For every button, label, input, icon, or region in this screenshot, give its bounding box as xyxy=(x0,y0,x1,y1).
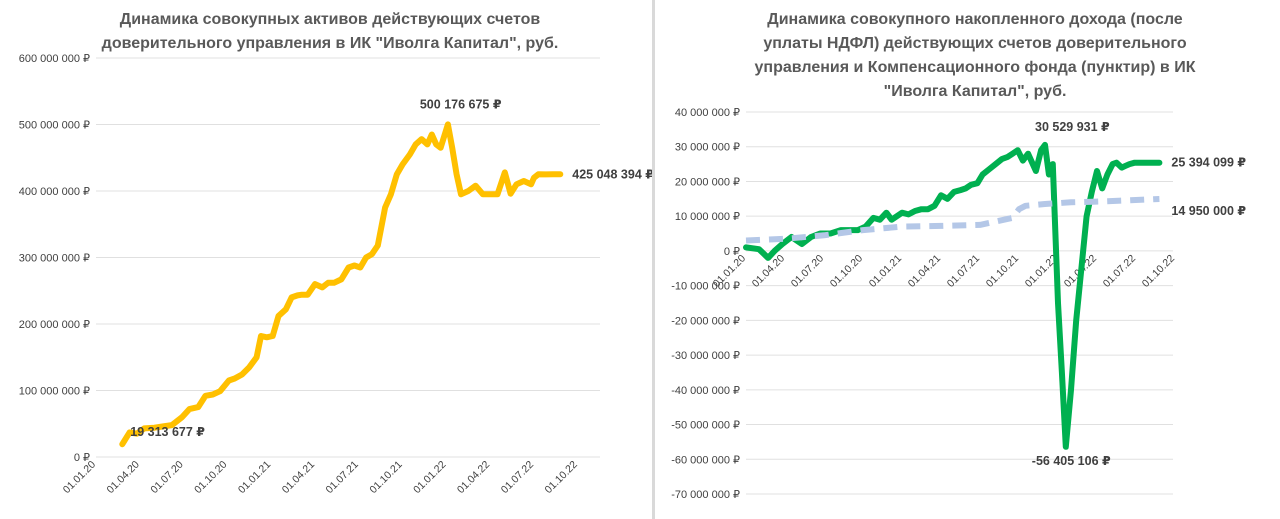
income-data-label: 30 529 931 ₽ xyxy=(1035,120,1110,134)
assets-y-tick-label: 300 000 000 ₽ xyxy=(19,253,90,265)
income-y-tick-label: -30 000 000 ₽ xyxy=(671,350,740,362)
assets-chart-title: Динамика совокупных активов действующих … xyxy=(60,8,600,56)
assets-x-tick-label: 01.10.22 xyxy=(543,459,580,496)
income-data-label: -56 405 106 ₽ xyxy=(1032,454,1111,468)
income-y-tick-label: 40 000 000 ₽ xyxy=(675,107,740,119)
assets-x-tick-label: 01.07.20 xyxy=(148,459,185,496)
income-y-tick-label: -50 000 000 ₽ xyxy=(671,420,740,432)
income-chart-title-line: уплаты НДФЛ) действующих счетов доверите… xyxy=(763,35,1187,52)
income-series-line xyxy=(743,141,1163,450)
assets-x-tick-label: 01.04.21 xyxy=(280,459,317,496)
income-chart-title: Динамика совокупного накопленного дохода… xyxy=(695,8,1255,104)
assets-x-tick-label: 01.07.21 xyxy=(324,459,361,496)
income-y-tick-label: -20 000 000 ₽ xyxy=(671,315,740,327)
assets-y-tick-label: 400 000 000 ₽ xyxy=(19,186,90,198)
income-line-chart: -70 000 000 ₽ -60 000 000 ₽ -50 000 000 ₽ -… xyxy=(671,107,1246,501)
assets-series-line xyxy=(119,121,564,448)
income-chart-title-line: "Иволга Капитал", руб. xyxy=(883,83,1067,100)
income-data-label: 25 394 099 ₽ xyxy=(1171,156,1246,170)
income-x-tick-label: 01.01.21 xyxy=(867,252,904,289)
income-x-tick-label: 01.10.22 xyxy=(1140,252,1177,289)
assets-line-chart: 0 ₽ 100 000 000 ₽ 200 000 000 ₽ 300 000 000… xyxy=(19,53,652,496)
income-y-tick-label: -60 000 000 ₽ xyxy=(671,454,740,466)
income-y-tick-label: 10 000 000 ₽ xyxy=(675,211,740,223)
assets-x-tick-label: 01.10.20 xyxy=(192,459,229,496)
income-y-tick-label: 20 000 000 ₽ xyxy=(675,176,740,188)
assets-y-tick-label: 200 000 000 ₽ xyxy=(19,319,90,331)
panel-divider xyxy=(652,0,655,519)
income-chart-title-line: управления и Компенсационного фонда (пун… xyxy=(754,59,1196,76)
assets-chart-title-line: Динамика совокупных активов действующих … xyxy=(119,11,541,28)
assets-y-tick-label: 600 000 000 ₽ xyxy=(19,53,90,65)
assets-y-tick-label: 500 000 000 ₽ xyxy=(19,120,90,132)
income-y-tick-label: -40 000 000 ₽ xyxy=(671,385,740,397)
assets-x-tick-label: 01.10.21 xyxy=(367,459,404,496)
income-chart-panel: Динамика совокупного накопленного дохода… xyxy=(655,0,1280,519)
income-data-label: 14 950 000 ₽ xyxy=(1171,204,1246,218)
income-y-tick-label: 30 000 000 ₽ xyxy=(675,142,740,154)
assets-x-tick-label: 01.07.22 xyxy=(499,459,536,496)
assets-chart-title-line: доверительного управления в ИК "Иволга К… xyxy=(101,35,559,52)
assets-y-tick-label: 0 ₽ xyxy=(74,452,90,464)
assets-x-tick-label: 01.04.22 xyxy=(455,459,492,496)
income-chart-title-line: Динамика совокупного накопленного дохода… xyxy=(767,11,1183,28)
assets-y-tick-label: 100 000 000 ₽ xyxy=(19,386,90,398)
assets-data-label: 19 313 677 ₽ xyxy=(130,425,205,439)
income-x-tick-label: 01.07.22 xyxy=(1101,252,1138,289)
income-x-tick-label: 01.10.20 xyxy=(828,252,865,289)
income-x-tick-label: 01.07.21 xyxy=(945,252,982,289)
income-x-tick-label: 01.10.21 xyxy=(984,252,1021,289)
assets-x-tick-label: 01.01.20 xyxy=(61,459,98,496)
assets-chart-panel: Динамика совокупных активов действующих … xyxy=(18,8,652,497)
assets-data-label: 500 176 675 ₽ xyxy=(420,97,502,111)
income-y-tick-label: -10 000 000 ₽ xyxy=(671,281,740,293)
income-x-tick-label: 01.04.21 xyxy=(906,252,943,289)
income-y-tick-label: 0 ₽ xyxy=(724,246,740,258)
assets-x-tick-label: 01.01.22 xyxy=(411,459,448,496)
assets-data-label: 425 048 394 ₽ xyxy=(572,167,652,181)
income-y-tick-label: -70 000 000 ₽ xyxy=(671,489,740,501)
assets-x-tick-label: 01.04.20 xyxy=(105,459,142,496)
income-x-tick-label: 01.07.20 xyxy=(789,252,826,289)
assets-x-tick-label: 01.01.21 xyxy=(236,459,273,496)
income-dashed-series-line xyxy=(745,196,1160,244)
